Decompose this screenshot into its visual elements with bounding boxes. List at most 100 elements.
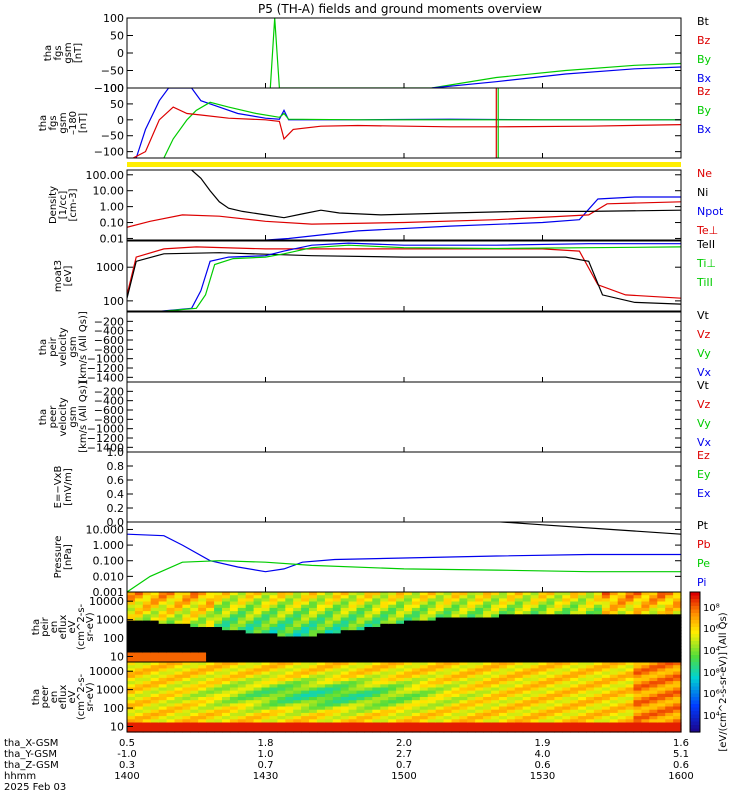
spec-cell: [657, 693, 666, 698]
spec-cell: [578, 598, 587, 603]
spec-cell: [673, 630, 682, 634]
spec-cell: [673, 709, 682, 714]
spec-cell: [245, 665, 255, 669]
spec-cell: [269, 655, 278, 660]
spec-cell: [625, 700, 635, 704]
ytick-label: −1000: [87, 353, 124, 366]
spec-cell: [499, 665, 508, 669]
panel-4-series: [127, 242, 681, 311]
spec-cell: [142, 649, 152, 654]
spec-cell: [142, 604, 152, 609]
spec-cell: [285, 617, 294, 622]
spec-cell: [348, 611, 358, 615]
spec-cell: [198, 604, 207, 609]
spec-cell: [245, 601, 255, 606]
spec-cell: [427, 611, 437, 615]
spec-cell: [617, 684, 627, 689]
legend-Pe: Pe: [697, 557, 710, 570]
spec-cell: [229, 719, 239, 724]
spec-cell: [214, 655, 223, 660]
spec-cell: [649, 697, 658, 701]
spec-cell: [182, 649, 191, 654]
spec-cell: [530, 655, 540, 660]
spec-cell: [641, 716, 650, 720]
spec-cell: [166, 665, 176, 669]
spec-cell: [198, 614, 207, 619]
spec-cell: [451, 709, 460, 714]
spec-cell: [665, 611, 674, 615]
spec-cell: [443, 601, 453, 606]
ylabel-line: [km/s (All Qs)]: [78, 381, 89, 453]
spec-cell: [617, 592, 627, 596]
spec-cell: [404, 665, 413, 669]
spec-cell: [435, 665, 445, 669]
spec-cell: [324, 642, 334, 647]
spec-cell: [570, 604, 579, 609]
spec-cell: [182, 655, 191, 660]
spec-cell: [301, 598, 310, 603]
spec-cell: [491, 601, 500, 606]
spec-cell: [404, 681, 413, 685]
spec-cell: [309, 652, 318, 657]
spec-cell: [641, 642, 650, 647]
spec-cell: [324, 697, 334, 701]
spec-cell: [166, 693, 176, 698]
spec-cell: [285, 592, 294, 596]
spec-cell: [633, 636, 642, 641]
spec-cell: [174, 633, 183, 638]
spec-cell: [285, 623, 294, 628]
spec-cell: [562, 703, 571, 708]
ylabel-line: Density: [48, 186, 59, 224]
spec-cell: [229, 693, 239, 698]
spec-cell: [324, 674, 334, 679]
spec-cell: [633, 592, 642, 596]
spec-cell: [253, 649, 263, 654]
spec-cell: [158, 697, 168, 701]
spec-cell: [182, 722, 191, 727]
spec-cell: [641, 728, 650, 733]
spec-cell: [364, 712, 373, 717]
spec-cell: [411, 725, 421, 730]
spec-cell: [127, 658, 136, 663]
spec-cell: [554, 652, 563, 657]
ylabel-line: velocity: [58, 397, 69, 436]
spec-cell: [665, 630, 674, 634]
spec-cell: [570, 665, 579, 669]
spec-cell: [158, 706, 168, 711]
series-line-4-3: [156, 242, 681, 311]
spec-cell: [625, 646, 635, 650]
spec-cell: [372, 611, 381, 615]
spec-cell: [127, 703, 136, 708]
spec-cell: [522, 693, 532, 698]
spec-cell: [475, 684, 484, 689]
spec-cell: [530, 668, 540, 673]
spec-cell: [483, 620, 492, 625]
spec-cell: [633, 655, 642, 660]
spec-cell: [309, 722, 318, 727]
spec-cell: [593, 592, 603, 596]
spec-cell: [530, 592, 540, 596]
spec-cell: [158, 633, 168, 638]
spec-cell: [396, 614, 405, 619]
colorbar-step: [690, 697, 700, 702]
spec-cell: [633, 614, 642, 619]
spec-cell: [665, 620, 674, 625]
spec-cell: [459, 658, 468, 663]
spec-cell: [166, 598, 176, 603]
spec-cell: [198, 658, 207, 663]
spec-cell: [253, 598, 263, 603]
spec-cell: [491, 627, 500, 631]
spec-cell: [142, 662, 152, 666]
spec-cell: [601, 604, 611, 609]
spec-cell: [617, 607, 627, 612]
spec-cell: [380, 607, 389, 612]
spec-cell: [372, 716, 381, 720]
spec-cell: [253, 687, 263, 692]
spec-cell: [324, 595, 334, 599]
spec-cell: [245, 652, 255, 657]
spec-cell: [578, 595, 587, 599]
spec-cell: [554, 649, 563, 654]
spec-cell: [633, 662, 642, 666]
spec-cell: [562, 639, 571, 644]
ylabel-line: sr-eV): [85, 682, 96, 711]
